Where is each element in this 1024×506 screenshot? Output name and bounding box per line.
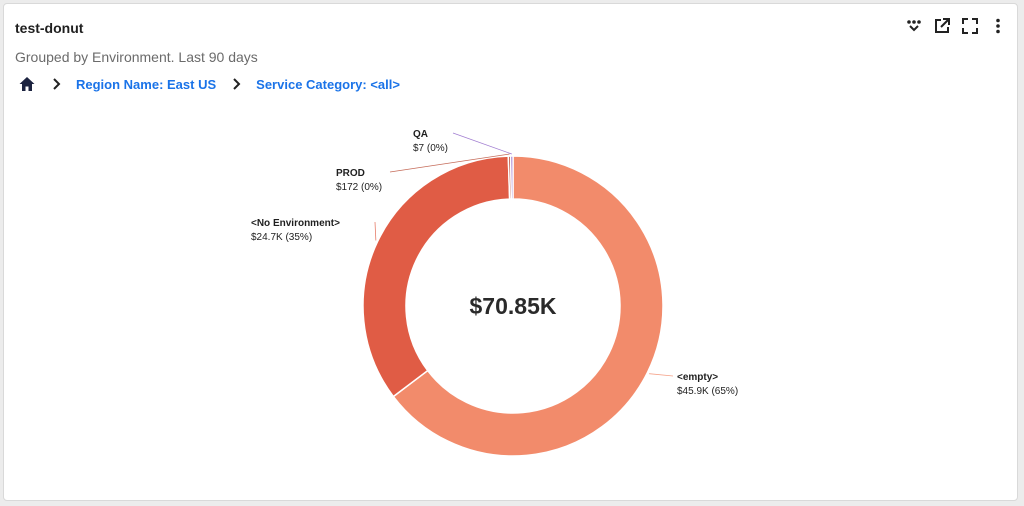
leader-line-empty [649,373,674,377]
drilldown-icon[interactable] [905,17,923,35]
donut-center-total: $70.85K [470,293,557,319]
donut-widget: test-donut Grouped by Environment. Last … [3,3,1018,501]
donut-slice-empty[interactable] [392,155,664,457]
widget-toolbar [905,17,1007,35]
slice-value-empty: $45.9K (65%) [677,386,738,397]
slice-value-no-environment: $24.7K (35%) [251,232,312,243]
slice-value-prod: $172 (0%) [336,182,382,193]
donut-chart: <empty> $45.9K (65%) <No Environment> $24.7… [251,129,738,457]
slice-label-no-environment: <No Environment> [251,218,340,229]
leader-line-prod [389,153,510,173]
more-vertical-icon[interactable] [989,17,1007,35]
home-icon[interactable] [18,75,36,93]
leader-line-qa [452,132,512,155]
chevron-right-icon [50,77,64,91]
donut-slice-qa[interactable] [509,155,514,200]
breadcrumb-service-category[interactable]: Service Category: <all> [256,76,400,92]
fullscreen-icon[interactable] [961,17,979,35]
widget-title: test-donut [15,20,84,36]
leader-line-no-environment [374,221,377,241]
breadcrumb: Region Name: East US Service Category: <… [18,74,400,94]
slice-label-empty: <empty> [677,372,718,383]
slice-value-qa: $7 (0%) [413,143,448,154]
slice-label-prod: PROD [336,168,365,179]
breadcrumb-region[interactable]: Region Name: East US [76,76,217,92]
donut-slice-no-environment[interactable] [362,155,511,398]
open-external-icon[interactable] [933,17,951,35]
slice-label-qa: QA [413,129,428,140]
widget-subtitle: Grouped by Environment. Last 90 days [15,49,258,65]
chevron-right-icon [230,77,244,91]
